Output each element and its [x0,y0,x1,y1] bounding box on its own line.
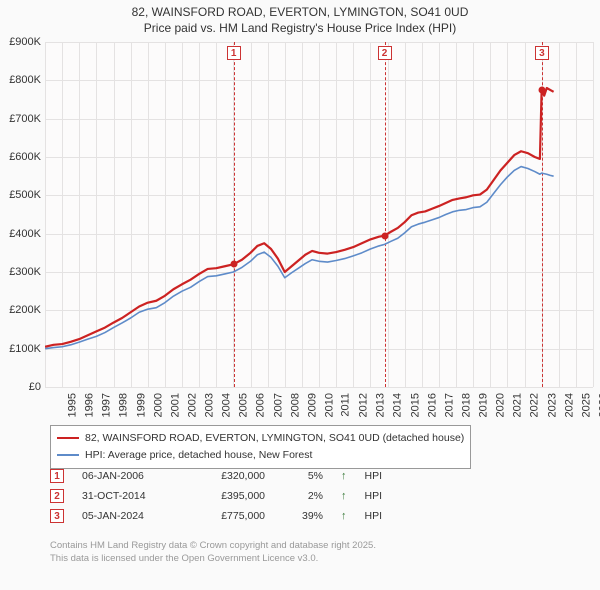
series-line-price_paid [45,88,554,347]
legend-swatch-hpi [57,454,79,456]
x-tick-label: 2014 [392,393,404,417]
event-pct: 5% [283,470,323,482]
x-tick-label: 2004 [221,393,233,417]
x-tick-label: 1998 [118,393,130,417]
y-tick-label: £200K [1,304,41,316]
up-arrow-icon: ↑ [341,490,347,502]
event-date: 06-JAN-2006 [82,470,177,482]
x-tick-label: 1999 [135,393,147,417]
x-tick-label: 2021 [512,393,524,417]
event-pct: 2% [283,490,323,502]
event-suffix: HPI [365,510,383,522]
event-price: £775,000 [195,510,265,522]
title-line-2: Price paid vs. HM Land Registry's House … [0,20,600,36]
event-number-box: 3 [50,509,64,523]
gridline-horizontal [45,387,593,388]
x-tick-label: 2010 [323,393,335,417]
event-suffix: HPI [365,470,383,482]
events-table: 1 06-JAN-2006 £320,000 5% ↑ HPI 2 31-OCT-2014 £3… [50,466,382,526]
x-tick-label: 2017 [443,393,455,417]
event-date: 05-JAN-2024 [82,510,177,522]
x-tick-label: 2025 [580,393,592,417]
title-line-1: 82, WAINSFORD ROAD, EVERTON, LYMINGTON, … [0,4,600,20]
x-tick-label: 2008 [289,393,301,417]
event-price: £395,000 [195,490,265,502]
series-marker-price_paid [381,232,388,239]
x-tick-label: 1995 [66,393,78,417]
legend-row-hpi: HPI: Average price, detached house, New … [57,447,464,464]
x-tick-label: 2019 [477,393,489,417]
x-tick-label: 2009 [306,393,318,417]
event-pct: 39% [283,510,323,522]
up-arrow-icon: ↑ [341,510,347,522]
series-marker-price_paid [538,86,545,93]
y-tick-label: £800K [1,74,41,86]
x-tick-label: 2015 [409,393,421,417]
event-number-box: 2 [50,489,64,503]
series-marker-price_paid [230,261,237,268]
x-tick-label: 2013 [375,393,387,417]
x-tick-label: 2012 [358,393,370,417]
x-tick-label: 2018 [460,393,472,417]
event-price: £320,000 [195,470,265,482]
event-marker-box: 3 [535,46,549,60]
x-tick-label: 2007 [272,393,284,417]
y-tick-label: £0 [1,381,41,393]
legend-label-price-paid: 82, WAINSFORD ROAD, EVERTON, LYMINGTON, … [85,430,464,447]
x-tick-label: 2006 [255,393,267,417]
x-tick-label: 2003 [203,393,215,417]
x-tick-label: 2005 [238,393,250,417]
chart-title: 82, WAINSFORD ROAD, EVERTON, LYMINGTON, … [0,0,600,36]
legend: 82, WAINSFORD ROAD, EVERTON, LYMINGTON, … [50,425,471,469]
x-tick-label: 1996 [84,393,96,417]
footnote: Contains HM Land Registry data © Crown c… [50,540,376,566]
y-tick-label: £300K [1,266,41,278]
x-tick-label: 2016 [426,393,438,417]
y-tick-label: £100K [1,343,41,355]
event-marker-box: 1 [227,46,241,60]
x-tick-label: 2023 [546,393,558,417]
up-arrow-icon: ↑ [341,470,347,482]
x-tick-label: 2011 [340,393,352,417]
plot-area [45,42,593,387]
event-row: 3 05-JAN-2024 £775,000 39% ↑ HPI [50,506,382,526]
y-tick-label: £700K [1,113,41,125]
legend-row-price-paid: 82, WAINSFORD ROAD, EVERTON, LYMINGTON, … [57,430,464,447]
footnote-line-2: This data is licensed under the Open Gov… [50,553,376,566]
event-number-box: 1 [50,469,64,483]
y-tick-label: £500K [1,189,41,201]
footnote-line-1: Contains HM Land Registry data © Crown c… [50,540,376,553]
x-tick-label: 2020 [495,393,507,417]
x-tick-label: 2001 [169,393,181,417]
gridline-vertical [593,42,594,387]
event-suffix: HPI [365,490,383,502]
event-row: 1 06-JAN-2006 £320,000 5% ↑ HPI [50,466,382,486]
legend-label-hpi: HPI: Average price, detached house, New … [85,447,312,464]
x-tick-label: 2000 [152,393,164,417]
y-tick-label: £600K [1,151,41,163]
x-tick-label: 1997 [101,393,113,417]
event-marker-box: 2 [378,46,392,60]
y-tick-label: £900K [1,36,41,48]
x-tick-label: 2002 [186,393,198,417]
x-tick-label: 2022 [529,393,541,417]
x-tick-label: 2024 [563,393,575,417]
y-tick-label: £400K [1,228,41,240]
event-date: 31-OCT-2014 [82,490,177,502]
legend-swatch-price-paid [57,437,79,439]
series-svg [45,42,593,387]
event-row: 2 31-OCT-2014 £395,000 2% ↑ HPI [50,486,382,506]
